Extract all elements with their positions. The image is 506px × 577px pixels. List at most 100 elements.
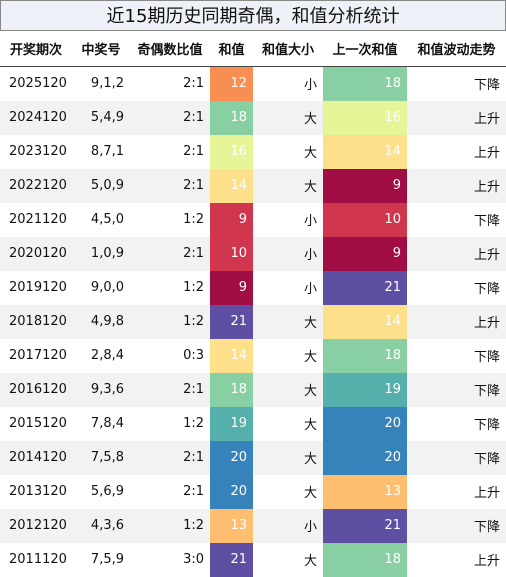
table-cell: 21 <box>210 542 253 577</box>
table-cell: 下降 <box>473 214 500 229</box>
table-row: 2016120 9,3,6 2:1 18 大 19 下降 <box>0 372 506 407</box>
table-cell: 1,0,9 <box>72 236 130 271</box>
table-cell: 5,6,9 <box>90 484 124 499</box>
table-cell: 14 <box>210 338 253 373</box>
table-row: 2023120 8,7,1 2:1 16 大 14 上升 <box>0 134 506 169</box>
table-cell: 大 <box>303 554 317 569</box>
table-cell: 7,5,9 <box>90 552 124 567</box>
header-cell: 奇偶数比值 <box>130 31 210 67</box>
table-cell: 7,8,4 <box>90 416 124 431</box>
table-cell: 9,3,6 <box>72 372 130 407</box>
table-cell: 下降 <box>473 282 500 297</box>
table-cell: 2019120 <box>9 280 67 295</box>
table-cell: 19 <box>323 372 407 407</box>
table-cell: 14 <box>323 304 407 339</box>
table-cell: 21 <box>323 270 407 305</box>
header-cell: 开奖期次 <box>0 31 72 67</box>
table-cell: 小 <box>253 508 323 543</box>
header-row: 开奖期次 中奖号 奇偶数比值 和值 和值大小 上一次和值 和值波动走势 <box>0 31 506 67</box>
table-cell: 小 <box>303 282 317 297</box>
table-cell: 18 <box>323 66 407 101</box>
table-cell: 9 <box>323 236 407 271</box>
table-row: 2014120 7,5,8 2:1 20 大 20 下降 <box>0 440 506 475</box>
table-cell: 2:1 <box>130 440 210 475</box>
header-cell: 和值 <box>210 31 253 67</box>
table-cell: 上升 <box>407 236 506 271</box>
table-cell: 上升 <box>407 168 506 203</box>
table-cell: 上升 <box>407 100 506 135</box>
table-cell: 下降 <box>407 440 506 475</box>
table-cell: 2012120 <box>0 508 72 543</box>
table-cell: 小 <box>253 236 323 271</box>
table-cell: 下降 <box>473 350 500 365</box>
table-cell: 18 <box>210 372 253 407</box>
table-cell: 9,1,2 <box>90 76 124 92</box>
table-row: 2019120 9,0,0 1:2 9 小 21 下降 <box>0 270 506 305</box>
table-cell: 2016120 <box>0 372 72 407</box>
table-cell: 2:1 <box>130 100 210 135</box>
table-cell: 大 <box>303 146 317 161</box>
header-cell: 和值大小 <box>253 31 323 67</box>
table-cell: 8,7,1 <box>90 144 124 159</box>
table-cell: 0:3 <box>183 348 204 363</box>
table-cell: 2017120 <box>9 348 67 363</box>
table-row: 2011120 7,5,9 3:0 21 大 18 上升 <box>0 542 506 577</box>
table-cell: 大 <box>303 486 317 501</box>
table-row: 2017120 2,8,4 0:3 14 大 18 下降 <box>0 338 506 373</box>
table-cell: 大 <box>253 168 323 203</box>
table-cell: 小 <box>303 214 317 229</box>
table-cell: 2023120 <box>9 144 67 159</box>
table-cell: 18 <box>323 338 407 373</box>
table-cell: 2021120 <box>9 212 67 227</box>
table-cell: 2:1 <box>130 168 210 203</box>
table-row: 2018120 4,9,8 1:2 21 大 14 上升 <box>0 304 506 339</box>
table-cell: 20 <box>323 440 407 475</box>
table-row: 2025120 9,1,2 2:1 12 小 18 下降 <box>0 66 506 101</box>
table-cell: 9,0,0 <box>90 280 124 295</box>
table-cell: 9 <box>210 202 253 237</box>
table-cell: 2:1 <box>183 144 204 159</box>
table-cell: 16 <box>323 100 407 135</box>
table-row: 2013120 5,6,9 2:1 20 大 13 上升 <box>0 474 506 509</box>
table-cell: 大 <box>253 100 323 135</box>
table-row: 2024120 5,4,9 2:1 18 大 16 上升 <box>0 100 506 135</box>
table-cell: 18 <box>323 542 407 577</box>
table-cell: 2,8,4 <box>90 348 124 363</box>
table-cell: 2:1 <box>130 372 210 407</box>
table-cell: 2024120 <box>0 100 72 135</box>
table-cell: 2013120 <box>9 484 67 499</box>
table-cell: 9 <box>210 270 253 305</box>
table-cell: 16 <box>210 134 253 169</box>
table-cell: 14 <box>323 134 407 169</box>
table-cell: 1:2 <box>183 280 204 295</box>
table-cell: 12 <box>210 66 253 101</box>
table-cell: 5,4,9 <box>72 100 130 135</box>
table-cell: 18 <box>210 100 253 135</box>
table-cell: 13 <box>323 474 407 509</box>
table-cell: 大 <box>303 350 317 365</box>
table-cell: 2022120 <box>0 168 72 203</box>
table-cell: 4,5,0 <box>90 212 124 227</box>
table-row: 2015120 7,8,4 1:2 19 大 20 下降 <box>0 406 506 441</box>
table-cell: 2015120 <box>9 416 67 431</box>
table-row: 2020120 1,0,9 2:1 10 小 9 上升 <box>0 236 506 271</box>
table-cell: 1:2 <box>183 212 204 227</box>
table-body: 2025120 9,1,2 2:1 12 小 18 下降 2024120 5,4,9 2:1 18 大… <box>0 66 506 577</box>
table-cell: 上升 <box>473 554 500 569</box>
table-cell: 大 <box>253 304 323 339</box>
table-cell: 1:2 <box>183 416 204 431</box>
table-row: 2021120 4,5,0 1:2 9 小 10 下降 <box>0 202 506 237</box>
table-cell: 10 <box>210 236 253 271</box>
table-cell: 1:2 <box>130 508 210 543</box>
table-cell: 7,5,8 <box>72 440 130 475</box>
table-cell: 20 <box>323 406 407 441</box>
table-cell: 2018120 <box>0 304 72 339</box>
table-cell: 大 <box>303 418 317 433</box>
table-cell: 2:1 <box>183 76 204 92</box>
table-cell: 4,3,6 <box>72 508 130 543</box>
table-cell: 20 <box>210 474 253 509</box>
table-cell: 9 <box>323 168 407 203</box>
table-cell: 10 <box>323 202 407 237</box>
table-cell: 上升 <box>407 304 506 339</box>
